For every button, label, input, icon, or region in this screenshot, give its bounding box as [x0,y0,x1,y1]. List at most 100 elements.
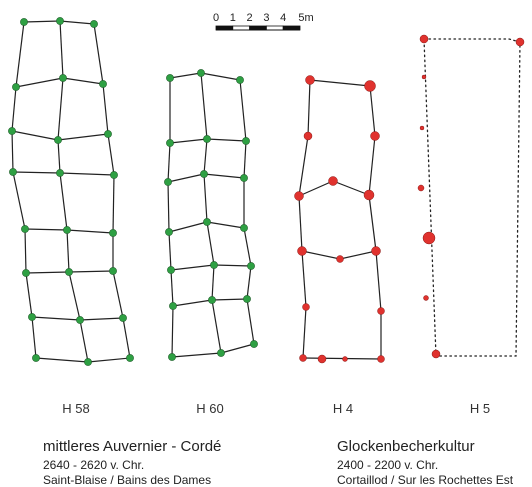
h60-beam [239,79,247,142]
h58-post [9,168,17,176]
h5-post [419,125,425,131]
h60-beam [243,140,247,179]
h58-beam [12,171,26,230]
right-caption-date: 2400 - 2200 v. Chr. [337,458,439,472]
h58-post [32,354,40,362]
h60-post [240,174,248,182]
scale-tick-label: 0 [213,12,219,24]
h58-post [56,169,64,177]
h60-post [203,218,211,226]
right-caption-site: Cortaillod / Sur les Rochettes Est [337,473,514,487]
h58-beam [59,172,68,231]
h60-beam [168,231,172,271]
h4-post [294,191,304,201]
house-label-h5: H 5 [469,401,491,416]
h4-post [377,355,385,363]
h4-post [317,354,327,364]
h5-post [422,231,436,245]
h4-beam [368,194,377,252]
h58-post [28,313,36,321]
h58-beam [35,357,89,363]
h60-beam [167,173,205,183]
h4-beam [298,195,303,252]
h58-post [90,20,98,28]
h58-beam [68,271,81,321]
h58-beam [66,229,70,273]
house-plan-h60 [164,69,258,361]
h58-beam [59,20,95,25]
h4-post [342,356,348,362]
h58-beam [11,130,14,173]
h60-beam [243,227,252,267]
h60-beam [220,343,255,354]
h58-beam [57,139,61,174]
scale-segment [232,25,251,31]
house-plan-h4 [294,75,385,364]
h58-beam [25,272,33,318]
h58-post [84,358,92,366]
h4-post [370,131,380,141]
h58-post [54,136,62,144]
h58-beam [11,130,59,141]
h4-post [371,246,381,256]
h60-beam [167,142,171,183]
h60-beam [246,298,255,345]
scale-tick-label: 3 [263,12,269,24]
h58-beam [68,270,114,273]
h58-post [63,226,71,234]
h60-post [247,262,255,270]
h60-post [200,170,208,178]
h4-beam [309,79,371,87]
h60-beam [246,265,252,300]
h5-post [419,34,429,44]
h60-post [243,295,251,303]
h58-post [126,354,134,362]
right-caption-title: Glockenbecherkultur [337,438,475,455]
h60-beam [211,264,215,301]
h5-outline [423,38,521,357]
h60-beam [168,221,208,233]
scale-segment [265,25,284,31]
h58-post [104,130,112,138]
h58-beam [57,77,64,141]
h4-post [363,189,375,201]
h58-beam [57,133,109,141]
h4-beam [298,135,309,197]
h60-post [210,261,218,269]
h58-post [56,17,64,25]
house-label-h4: H 4 [332,401,354,416]
h4-beam [302,357,382,360]
h60-beam [206,221,245,229]
h60-post [197,69,205,77]
h58-post [99,80,107,88]
h58-post [59,74,67,82]
h60-post [250,340,258,348]
h60-beam [200,72,241,81]
h60-beam [213,264,252,267]
h4-beam [368,135,376,196]
h58-beam [66,229,114,234]
h60-post [166,74,174,82]
h58-beam [59,172,115,176]
scale-segment [215,25,234,31]
h5-post [423,295,429,301]
scale-bar: 0 1 2 3 4 5m [213,12,314,31]
h60-beam [170,269,174,307]
left-caption-title: mittleres Auvernier - Cordé [43,438,222,455]
h58-beam [107,133,115,176]
h58-beam [62,77,104,85]
h4-beam [307,79,311,137]
h5-post [417,184,425,192]
h58-post [119,314,127,322]
h58-post [21,225,29,233]
h60-beam [203,173,245,179]
h60-beam [167,181,170,233]
scale-tick-label: 5m [298,12,313,24]
h60-post [164,178,172,186]
h60-post [240,224,248,232]
h58-post [109,229,117,237]
house-label-h60: H 60 [196,401,224,416]
h60-beam [170,264,215,271]
h60-beam [211,298,248,301]
h4-post [305,75,315,85]
